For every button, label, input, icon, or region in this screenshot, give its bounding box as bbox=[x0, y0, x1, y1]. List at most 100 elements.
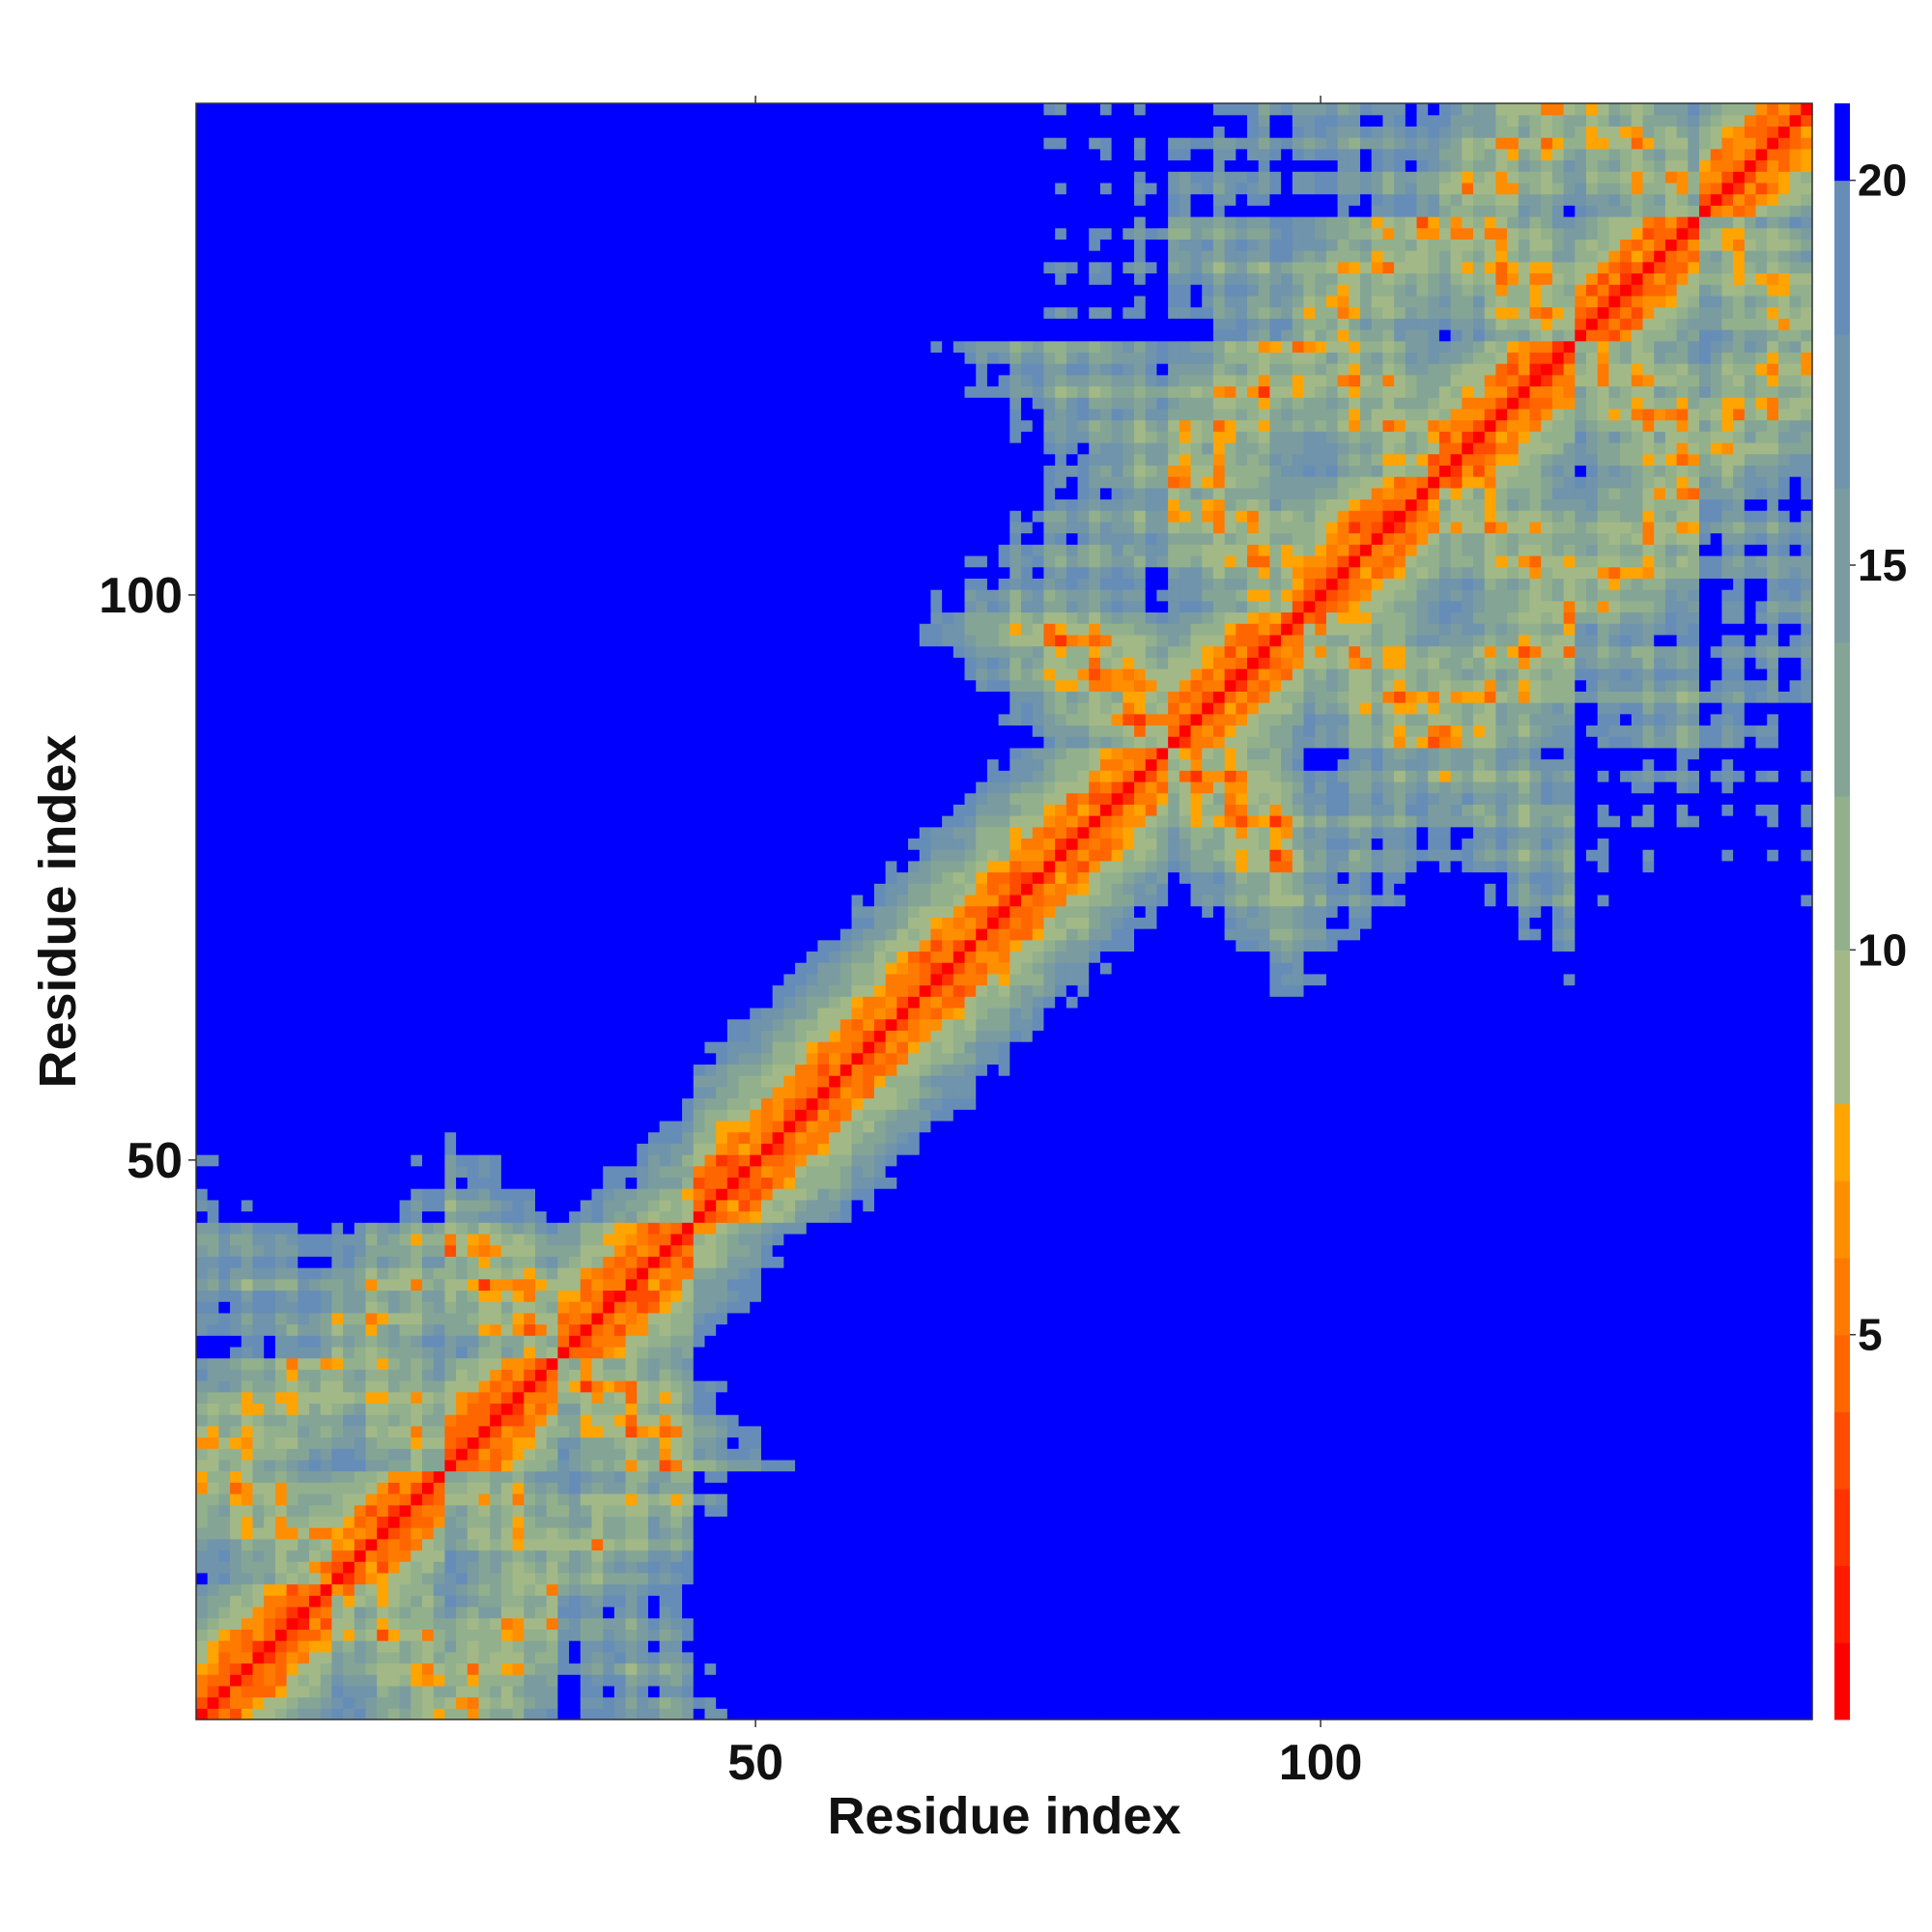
heatmap-cell bbox=[196, 397, 208, 409]
heatmap-cell bbox=[253, 1324, 265, 1336]
heatmap-cell bbox=[298, 307, 309, 319]
heatmap-cell bbox=[196, 1437, 208, 1449]
heatmap-cell bbox=[434, 171, 445, 183]
heatmap-cell bbox=[321, 375, 332, 386]
heatmap-cell bbox=[321, 1098, 332, 1110]
heatmap-cell bbox=[422, 1460, 434, 1471]
heatmap-cell bbox=[264, 1222, 275, 1234]
heatmap-cell bbox=[377, 1697, 388, 1709]
heatmap-cell bbox=[444, 827, 456, 838]
heatmap-cell bbox=[569, 1087, 581, 1098]
heatmap-cell bbox=[513, 555, 525, 567]
heatmap-cell bbox=[275, 951, 287, 962]
heatmap-cell bbox=[230, 1109, 242, 1121]
heatmap-cell bbox=[490, 668, 501, 680]
heatmap-cell bbox=[242, 1166, 253, 1178]
heatmap-cell bbox=[218, 680, 230, 692]
heatmap-cell bbox=[275, 567, 287, 579]
heatmap-cell bbox=[331, 510, 343, 522]
heatmap-cell bbox=[490, 1573, 501, 1584]
heatmap-cell bbox=[490, 748, 501, 759]
heatmap-cell bbox=[422, 228, 434, 240]
heatmap-cell bbox=[218, 1584, 230, 1596]
heatmap-cell bbox=[242, 1369, 253, 1380]
heatmap-cell bbox=[535, 951, 547, 962]
heatmap-cell bbox=[411, 1606, 422, 1618]
heatmap-cell bbox=[388, 103, 400, 115]
heatmap-cell bbox=[355, 352, 366, 363]
heatmap-cell bbox=[557, 601, 569, 612]
heatmap-cell bbox=[547, 861, 558, 872]
heatmap-cell bbox=[287, 1301, 298, 1313]
heatmap-cell bbox=[569, 657, 581, 668]
heatmap-cell bbox=[377, 849, 388, 861]
heatmap-cell bbox=[355, 1256, 366, 1267]
heatmap-cell bbox=[365, 635, 377, 646]
heatmap-cell bbox=[218, 1618, 230, 1630]
heatmap-cell bbox=[331, 183, 343, 194]
heatmap-cell bbox=[298, 962, 309, 974]
heatmap-cell bbox=[547, 137, 558, 149]
heatmap-cell bbox=[513, 1460, 525, 1471]
heatmap-cell bbox=[547, 1109, 558, 1121]
heatmap-cell bbox=[557, 974, 569, 985]
heatmap-cell bbox=[355, 149, 366, 160]
heatmap-cell bbox=[501, 974, 513, 985]
heatmap-cell bbox=[298, 759, 309, 771]
heatmap-cell bbox=[513, 635, 525, 646]
heatmap-cell bbox=[196, 149, 208, 160]
heatmap-cell bbox=[444, 465, 456, 476]
heatmap-cell bbox=[321, 1335, 332, 1347]
heatmap-cell bbox=[434, 1121, 445, 1132]
heatmap-cell bbox=[547, 216, 558, 228]
heatmap-cell bbox=[377, 137, 388, 149]
heatmap-cell bbox=[242, 183, 253, 194]
heatmap-cell bbox=[264, 646, 275, 658]
heatmap-cell bbox=[468, 284, 479, 296]
heatmap-cell bbox=[444, 1550, 456, 1562]
heatmap-cell bbox=[331, 589, 343, 601]
heatmap-cell bbox=[468, 272, 479, 284]
heatmap-cell bbox=[287, 1403, 298, 1414]
heatmap-cell bbox=[355, 442, 366, 454]
heatmap-cell bbox=[331, 1098, 343, 1110]
heatmap-cell bbox=[242, 1516, 253, 1527]
heatmap-cell bbox=[321, 1595, 332, 1606]
heatmap-cell bbox=[478, 838, 490, 849]
heatmap-cell bbox=[218, 1290, 230, 1301]
heatmap-cell bbox=[581, 928, 592, 940]
heatmap-cell bbox=[547, 1222, 558, 1234]
heatmap-cell bbox=[287, 544, 298, 555]
heatmap-cell bbox=[196, 1008, 208, 1019]
heatmap-cell bbox=[569, 442, 581, 454]
heatmap-cell bbox=[400, 1301, 412, 1313]
heatmap-cell bbox=[377, 1313, 388, 1324]
heatmap-cell bbox=[343, 1708, 355, 1719]
heatmap-cell bbox=[581, 1301, 592, 1313]
heatmap-cell bbox=[524, 996, 535, 1008]
heatmap-cell bbox=[264, 522, 275, 533]
heatmap-cell bbox=[230, 680, 242, 692]
heatmap-cell bbox=[321, 1041, 332, 1053]
heatmap-cell bbox=[501, 1460, 513, 1471]
heatmap-cell bbox=[218, 714, 230, 725]
heatmap-cell bbox=[478, 1256, 490, 1267]
heatmap-cell bbox=[196, 1143, 208, 1154]
heatmap-cell bbox=[411, 1301, 422, 1313]
heatmap-cell bbox=[490, 183, 501, 194]
heatmap-cell bbox=[468, 883, 479, 895]
heatmap-cell bbox=[422, 861, 434, 872]
heatmap-cell bbox=[309, 465, 321, 476]
heatmap-cell bbox=[478, 1245, 490, 1257]
heatmap-cell bbox=[218, 1663, 230, 1675]
heatmap-cell bbox=[275, 589, 287, 601]
heatmap-cell bbox=[264, 838, 275, 849]
heatmap-cell bbox=[581, 962, 592, 974]
heatmap-cell bbox=[501, 646, 513, 658]
heatmap-cell bbox=[524, 1256, 535, 1267]
heatmap-cell bbox=[400, 996, 412, 1008]
heatmap-cell bbox=[343, 103, 355, 115]
heatmap-cell bbox=[321, 770, 332, 781]
heatmap-cell bbox=[264, 1335, 275, 1347]
heatmap-cell bbox=[547, 465, 558, 476]
